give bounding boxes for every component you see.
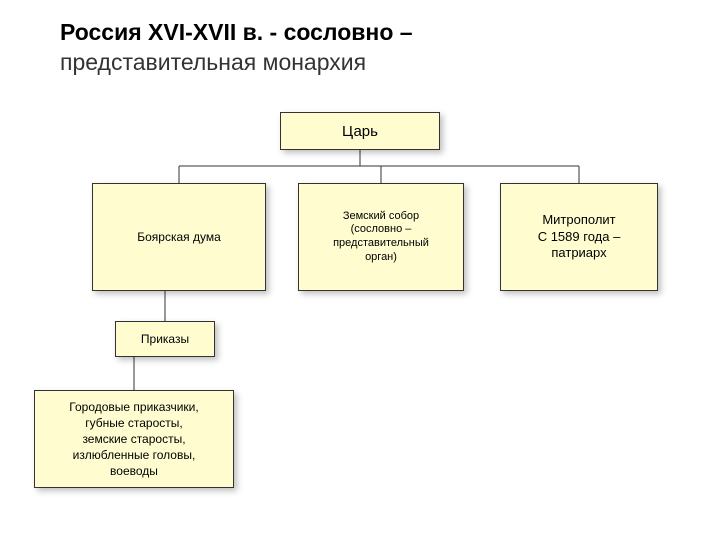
node-prikazy: Приказы [115,321,215,357]
title-bold-part: Россия XVI-XVII в. - сословно – [60,19,413,45]
node-metropolitan: МитрополитС 1589 года –патриарх [500,183,658,291]
title-normal-part: представительная монархия [60,49,366,75]
node-gorodovye: Городовые приказчики,губные старосты,зем… [34,390,234,488]
node-tsar: Царь [280,112,440,150]
node-zemsky-sobor: Земский собор(сословно –представительный… [298,183,464,291]
node-label: МитрополитС 1589 года –патриарх [538,212,621,263]
diagram-title: Россия XVI-XVII в. - сословно – представ… [60,18,690,78]
node-label: Царь [342,123,378,140]
node-label: Городовые приказчики,губные старосты,зем… [69,399,198,480]
node-boyar-duma: Боярская дума [92,183,266,291]
node-label: Боярская дума [137,230,221,244]
node-label: Земский собор(сословно –представительный… [333,210,429,265]
node-label: Приказы [141,332,189,346]
